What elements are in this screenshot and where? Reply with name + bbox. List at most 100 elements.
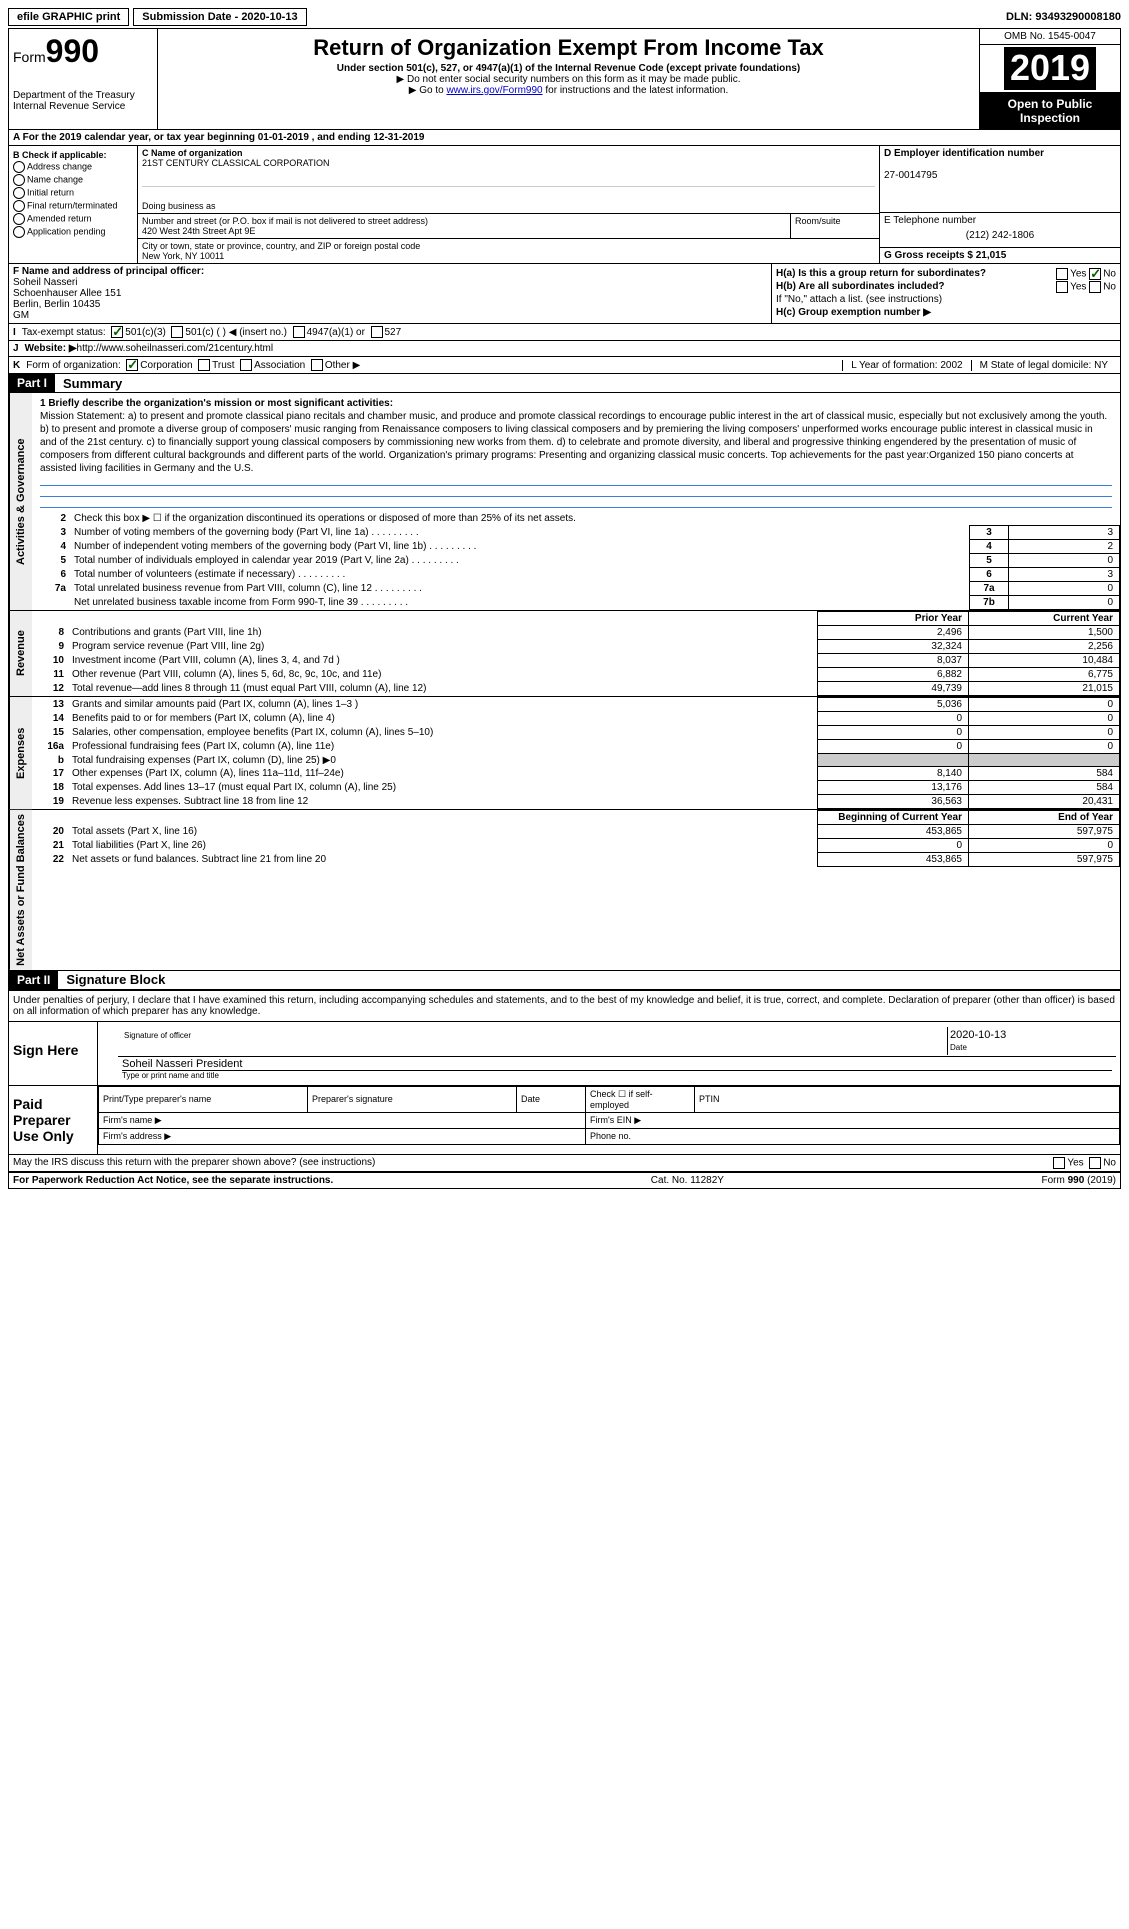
e-label: E Telephone number <box>884 215 976 226</box>
efile-btn[interactable]: efile GRAPHIC print <box>8 8 129 26</box>
subtitle1: Under section 501(c), 527, or 4947(a)(1)… <box>162 63 975 74</box>
officer-addr1: Schoenhauser Allee 151 <box>13 288 121 299</box>
dba-label: Doing business as <box>142 201 216 211</box>
hb-yes[interactable] <box>1056 281 1068 293</box>
form-number: 990 <box>46 33 99 69</box>
opt-final[interactable]: Final return/terminated <box>13 200 133 212</box>
501c3[interactable] <box>111 326 123 338</box>
hb-no[interactable] <box>1089 281 1101 293</box>
ptin-lbl: PTIN <box>695 1086 1120 1112</box>
527[interactable] <box>371 326 383 338</box>
opt-amended[interactable]: Amended return <box>13 213 133 225</box>
cat-no: Cat. No. 11282Y <box>651 1175 724 1186</box>
corp[interactable] <box>126 359 138 371</box>
mission-label: 1 Briefly describe the organization's mi… <box>40 398 393 409</box>
table-row: 8Contributions and grants (Part VIII, li… <box>32 626 1120 640</box>
declaration: Under penalties of perjury, I declare th… <box>9 990 1120 1021</box>
opt-address[interactable]: Address change <box>13 161 133 173</box>
firm-addr: Firm's address ▶ <box>99 1128 586 1144</box>
row-j-lbl: J <box>13 343 19 354</box>
firm-name: Firm's name ▶ <box>99 1112 586 1128</box>
opt-pending[interactable]: Application pending <box>13 226 133 238</box>
hb-note: If "No," attach a list. (see instruction… <box>776 294 1116 305</box>
sidebar-netassets: Net Assets or Fund Balances <box>9 810 32 970</box>
form-footer: Form 990 (2019) <box>1042 1175 1116 1186</box>
dln: DLN: 93493290008180 <box>1006 11 1121 23</box>
signer-name-lbl: Type or print name and title <box>122 1070 1112 1080</box>
table-row: 3Number of voting members of the governi… <box>32 526 1120 540</box>
hb: H(b) Are all subordinates included? <box>776 281 945 292</box>
table-row: 16aProfessional fundraising fees (Part I… <box>32 740 1120 754</box>
discuss-no[interactable] <box>1089 1157 1101 1169</box>
website: http://www.soheilnasseri.com/21century.h… <box>77 343 274 354</box>
ha-no[interactable] <box>1089 268 1101 280</box>
table-row: 6Total number of volunteers (estimate if… <box>32 568 1120 582</box>
prep-sig-lbl: Preparer's signature <box>308 1086 517 1112</box>
row-i-text: Tax-exempt status: <box>22 327 106 338</box>
sidebar-expenses: Expenses <box>9 697 32 809</box>
hc: H(c) Group exemption number ▶ <box>776 307 931 318</box>
part1-header: Part I Summary <box>9 373 1120 393</box>
omb: OMB No. 1545-0047 <box>980 29 1120 45</box>
d-label: D Employer identification number <box>884 148 1044 159</box>
table-row: 19Revenue less expenses. Subtract line 1… <box>32 795 1120 809</box>
form-container: Form990 Department of the Treasury Inter… <box>8 28 1121 1189</box>
form-header: Form990 Department of the Treasury Inter… <box>9 29 1120 130</box>
prep-date-lbl: Date <box>517 1086 586 1112</box>
paid-preparer: Paid Preparer Use Only Print/Type prepar… <box>9 1085 1120 1154</box>
501c[interactable] <box>171 326 183 338</box>
top-bar: efile GRAPHIC print Submission Date - 20… <box>8 8 1121 26</box>
officer-addr3: GM <box>13 310 29 321</box>
table-row: 14Benefits paid to or for members (Part … <box>32 712 1120 726</box>
discuss-text: May the IRS discuss this return with the… <box>13 1157 375 1168</box>
state-domicile: M State of legal domicile: NY <box>971 360 1116 371</box>
year-formation: L Year of formation: 2002 <box>842 360 970 371</box>
city: New York, NY 10011 <box>142 251 224 261</box>
expenses-section: Expenses 13Grants and similar amounts pa… <box>9 697 1120 810</box>
table-row: bTotal fundraising expenses (Part IX, co… <box>32 754 1120 767</box>
4947[interactable] <box>293 326 305 338</box>
form-label: Form <box>13 49 46 65</box>
table-row: 15Salaries, other compensation, employee… <box>32 726 1120 740</box>
discuss-yes[interactable] <box>1053 1157 1065 1169</box>
submission-btn[interactable]: Submission Date - 2020-10-13 <box>133 8 306 26</box>
org-name: 21ST CENTURY CLASSICAL CORPORATION <box>142 158 330 168</box>
other[interactable] <box>311 359 323 371</box>
inspection: Open to Public Inspection <box>980 93 1120 129</box>
prep-check[interactable]: Check ☐ if self-employed <box>586 1086 695 1112</box>
mission-text: Mission Statement: a) to present and pro… <box>40 411 1107 474</box>
footer: For Paperwork Reduction Act Notice, see … <box>9 1173 1120 1188</box>
irs-link[interactable]: www.irs.gov/Form990 <box>446 85 542 96</box>
officer-name: Soheil Nasseri <box>13 277 77 288</box>
prep-name-lbl: Print/Type preparer's name <box>99 1086 308 1112</box>
part2-header: Part II Signature Block <box>9 970 1120 990</box>
tax-year: 2019 <box>1004 47 1096 90</box>
trust[interactable] <box>198 359 210 371</box>
g-label: G Gross receipts $ 21,015 <box>884 250 1006 261</box>
sig-officer-lbl: Signature of officer <box>124 1031 191 1040</box>
row-k-lbl: K <box>13 360 20 371</box>
table-row: 17Other expenses (Part IX, column (A), l… <box>32 767 1120 781</box>
table-row: 4Number of independent voting members of… <box>32 540 1120 554</box>
expenses-table: 13Grants and similar amounts paid (Part … <box>32 697 1120 809</box>
addr-label: Number and street (or P.O. box if mail i… <box>142 216 428 226</box>
assoc[interactable] <box>240 359 252 371</box>
col-b: B Check if applicable: Address change Na… <box>9 146 138 263</box>
governance-section: Activities & Governance 1 Briefly descri… <box>9 393 1120 611</box>
sign-here: Sign Here Signature of officer 2020-10-1… <box>9 1021 1120 1085</box>
table-row: 12Total revenue—add lines 8 through 11 (… <box>32 682 1120 696</box>
table-row: 9Program service revenue (Part VIII, lin… <box>32 640 1120 654</box>
ha-yes[interactable] <box>1056 268 1068 280</box>
table-row: 21Total liabilities (Part X, line 26)00 <box>32 839 1120 853</box>
netassets-section: Net Assets or Fund Balances Beginning of… <box>9 810 1120 970</box>
addr: 420 West 24th Street Apt 9E <box>142 226 255 236</box>
row-a: A For the 2019 calendar year, or tax yea… <box>9 130 1120 146</box>
opt-name[interactable]: Name change <box>13 174 133 186</box>
table-row: 5Total number of individuals employed in… <box>32 554 1120 568</box>
revenue-section: Revenue Prior YearCurrent Year 8Contribu… <box>9 611 1120 697</box>
table-row: 13Grants and similar amounts paid (Part … <box>32 698 1120 712</box>
opt-initial[interactable]: Initial return <box>13 187 133 199</box>
b-title: B Check if applicable: <box>13 150 107 160</box>
table-row: 11Other revenue (Part VIII, column (A), … <box>32 668 1120 682</box>
table-row: 22Net assets or fund balances. Subtract … <box>32 853 1120 867</box>
